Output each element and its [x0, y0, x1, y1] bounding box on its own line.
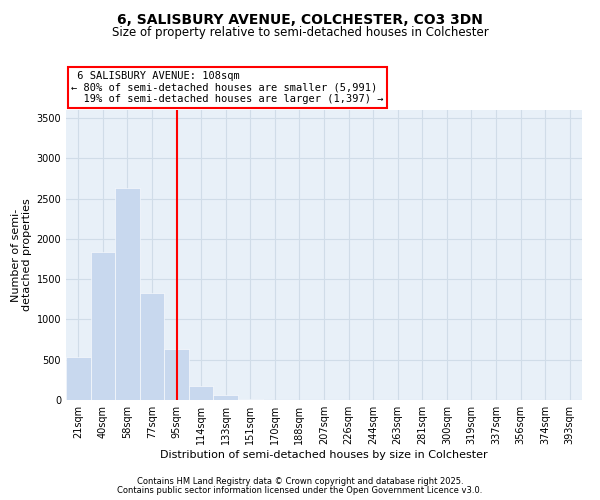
Text: Size of property relative to semi-detached houses in Colchester: Size of property relative to semi-detach… — [112, 26, 488, 39]
Y-axis label: Number of semi-
detached properties: Number of semi- detached properties — [11, 198, 32, 312]
Bar — [91, 252, 115, 400]
Bar — [238, 399, 263, 400]
Bar — [140, 293, 164, 400]
Bar — [115, 188, 140, 400]
Bar — [214, 395, 238, 400]
Text: 6 SALISBURY AVENUE: 108sqm
← 80% of semi-detached houses are smaller (5,991)
  1: 6 SALISBURY AVENUE: 108sqm ← 80% of semi… — [71, 71, 383, 104]
Text: Contains HM Land Registry data © Crown copyright and database right 2025.: Contains HM Land Registry data © Crown c… — [137, 477, 463, 486]
Bar — [189, 386, 214, 400]
Bar — [164, 349, 189, 400]
Text: 6, SALISBURY AVENUE, COLCHESTER, CO3 3DN: 6, SALISBURY AVENUE, COLCHESTER, CO3 3DN — [117, 12, 483, 26]
Text: Contains public sector information licensed under the Open Government Licence v3: Contains public sector information licen… — [118, 486, 482, 495]
Bar — [66, 358, 91, 400]
X-axis label: Distribution of semi-detached houses by size in Colchester: Distribution of semi-detached houses by … — [160, 450, 488, 460]
